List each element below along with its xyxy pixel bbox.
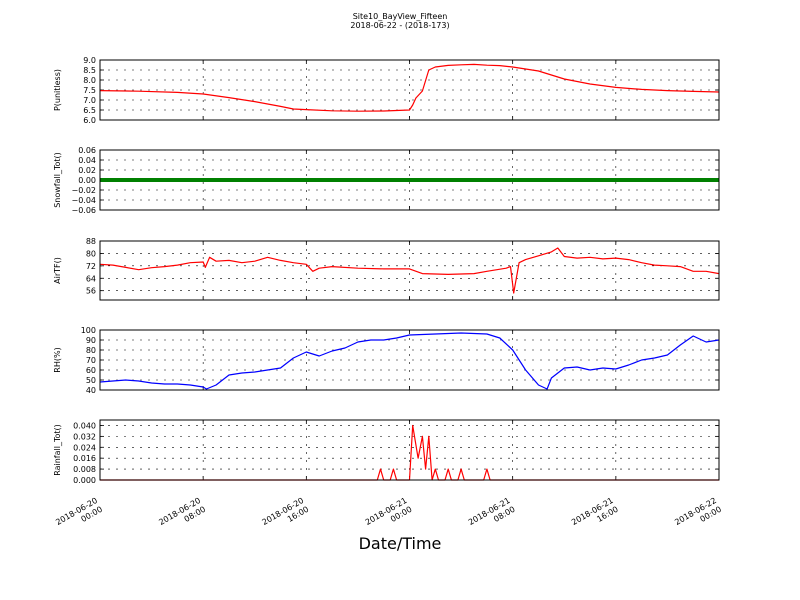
axes-frame: [99, 149, 720, 211]
y-tick-label: −0.04: [71, 196, 96, 205]
y-tick-label: 6.0: [83, 116, 96, 125]
y-tick-label: 0.008: [73, 465, 96, 474]
y-tick-label: 80: [86, 346, 96, 355]
y-tick-label: 0.016: [73, 454, 96, 463]
y-tick-label: 40: [86, 386, 96, 395]
y-tick-label: 7.5: [83, 86, 96, 95]
y-tick-label: 0.06: [78, 146, 96, 155]
y-axis-label: Rainfall_Tot(): [53, 424, 62, 476]
x-tick-label: 2018-06-2000:00: [54, 496, 104, 536]
y-tick-label: 50: [86, 376, 96, 385]
y-tick-label: 0.024: [73, 443, 96, 452]
y-tick-label: 0.032: [73, 432, 96, 441]
x-tick-label: 2018-06-2016:00: [261, 496, 311, 536]
y-axis-label: AirTF(): [53, 257, 62, 284]
y-tick-label: 0.00: [78, 176, 96, 185]
y-tick-label: 7.0: [83, 96, 96, 105]
y-tick-label: 8.5: [83, 66, 96, 75]
y-tick-label: 0.040: [73, 421, 96, 430]
y-tick-label: −0.06: [71, 206, 96, 215]
y-axis-label: Snowfall_Tot(): [53, 152, 62, 208]
y-tick-label: 6.5: [83, 106, 96, 115]
y-tick-label: 56: [86, 287, 96, 296]
axes-frame: [99, 240, 720, 301]
y-axis-label: RH(%): [53, 347, 62, 372]
y-tick-label: 72: [86, 262, 96, 271]
y-tick-label: 0.04: [78, 156, 96, 165]
panel-5: 0.000 0.008 0.016 0.024 0.032 0.040 Rainfall_T…: [53, 419, 720, 485]
panel-2: −0.06−0.04−0.020.000.020.040.06 Snowfall_…: [53, 146, 720, 215]
y-tick-label: 0.02: [78, 166, 96, 175]
y-tick-label: 90: [86, 336, 96, 345]
y-axis-label: P(unitless): [53, 69, 62, 111]
y-tick-label: 64: [86, 274, 96, 283]
chart-subtitle: 2018-06-22 - (2018-173): [350, 21, 450, 30]
axes-frame: [99, 419, 720, 481]
x-tick-label: 2018-06-2200:00: [673, 496, 723, 536]
panel-3: 56 64 72 80 88 AirTF(): [53, 237, 720, 301]
series-line: [99, 63, 720, 112]
y-tick-label: 100: [81, 326, 96, 335]
y-tick-label: 70: [86, 356, 96, 365]
axes-frame: [99, 59, 720, 121]
y-tick-label: 88: [86, 237, 96, 246]
series-line: [99, 247, 720, 294]
x-tick-label: 2018-06-2116:00: [570, 496, 620, 536]
x-tick-label: 2018-06-2008:00: [157, 496, 207, 536]
axes-frame: [99, 329, 720, 391]
panel-1: 6.06.57.07.58.08.59.0 P(unitless): [53, 56, 720, 125]
y-tick-label: 80: [86, 249, 96, 258]
x-tick-label: 2018-06-2108:00: [467, 496, 517, 536]
y-tick-label: −0.02: [71, 186, 96, 195]
y-tick-label: 60: [86, 366, 96, 375]
x-axis-label: Date/Time: [358, 534, 442, 553]
chart-title: Site10_BayView_Fifteen: [352, 12, 448, 21]
series-line: [99, 332, 720, 390]
y-tick-label: 0.000: [73, 476, 96, 485]
y-tick-label: 9.0: [83, 56, 96, 65]
y-tick-label: 8.0: [83, 76, 96, 85]
x-tick-label: 2018-06-2100:00: [364, 496, 414, 536]
series-line: [100, 424, 719, 481]
